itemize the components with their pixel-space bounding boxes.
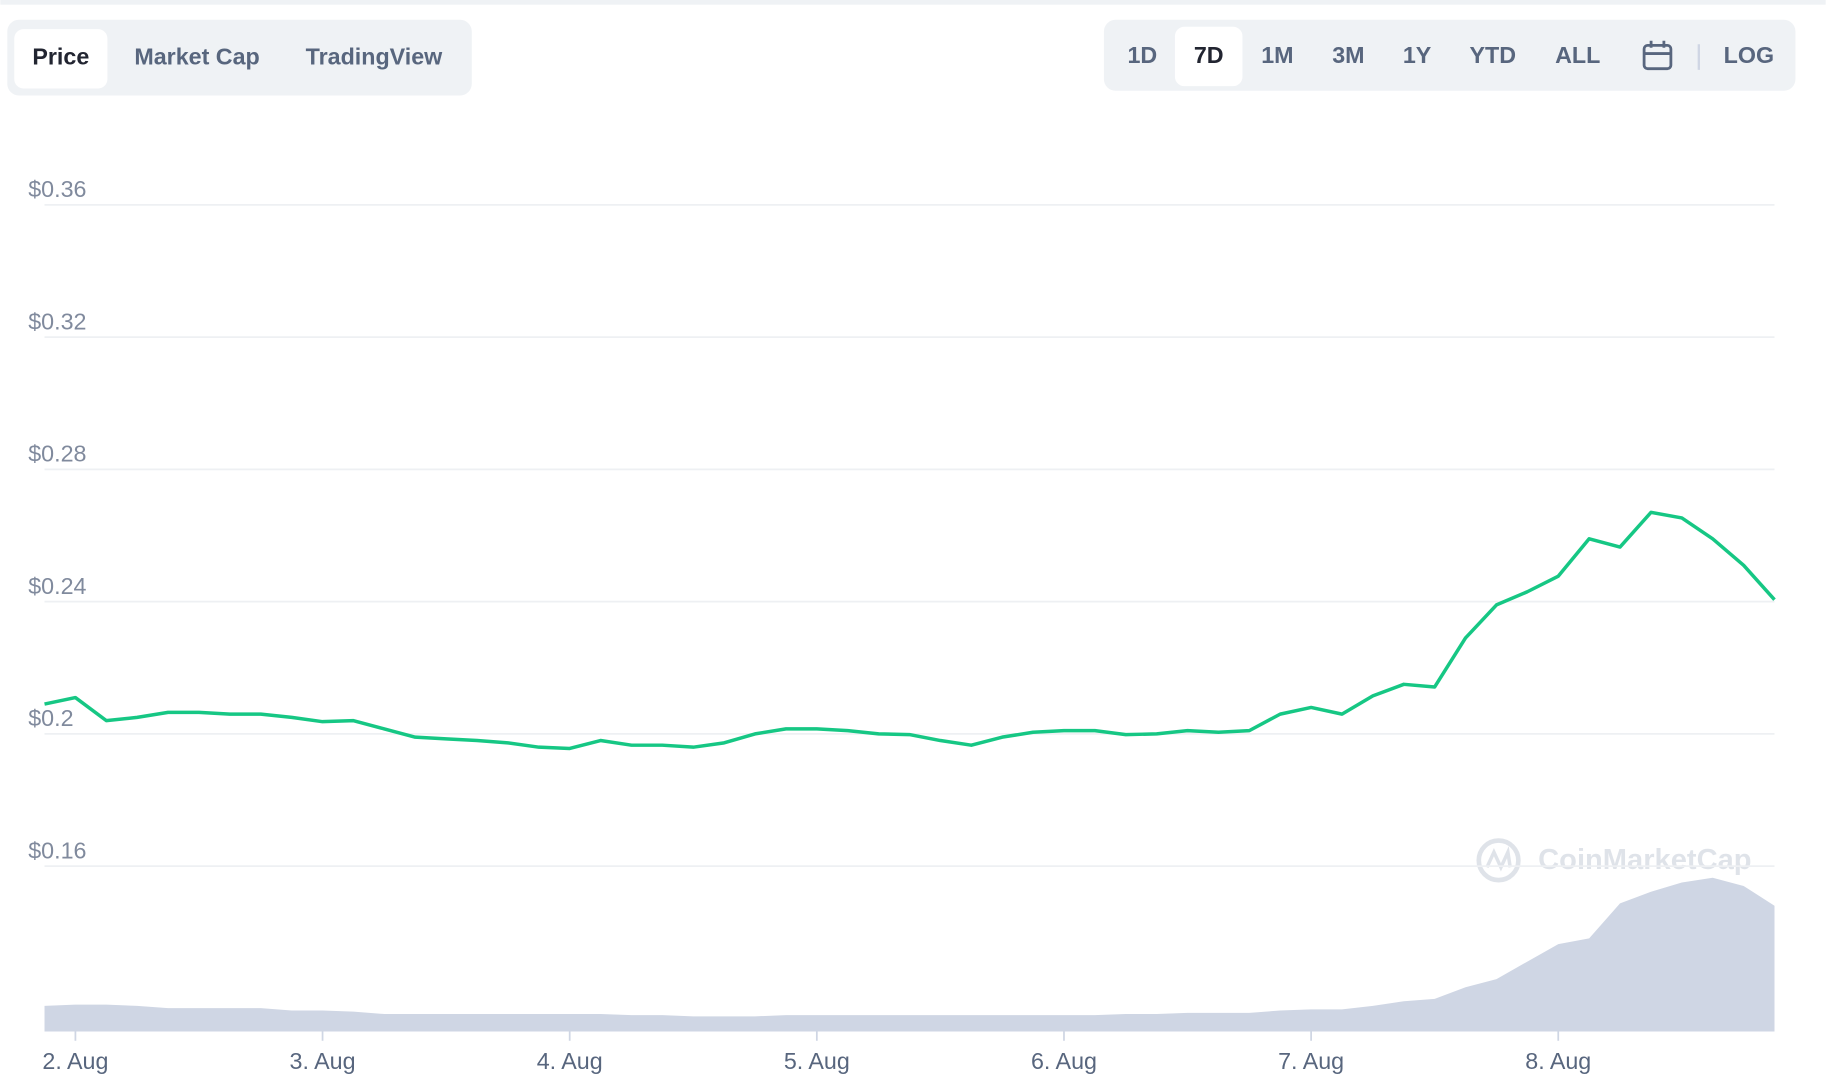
range-button[interactable]: YTD xyxy=(1469,42,1516,68)
y-tick-label: $0.36 xyxy=(28,176,86,202)
volume-area xyxy=(44,877,1775,1032)
x-tick-label: 5. Aug xyxy=(784,1048,850,1074)
range-button[interactable]: ALL xyxy=(1555,42,1600,68)
range-button[interactable]: 1M xyxy=(1261,42,1293,68)
y-tick-label: $0.28 xyxy=(28,441,86,467)
range-button[interactable]: 7D xyxy=(1194,42,1224,68)
tab-active-bg xyxy=(14,29,108,89)
x-tick-label: 4. Aug xyxy=(537,1048,603,1074)
watermark-text: CoinMarketCap xyxy=(1538,844,1751,876)
y-tick-label: $0.16 xyxy=(28,837,86,863)
y-tick-label: $0.32 xyxy=(28,308,86,334)
x-tick-label: 3. Aug xyxy=(290,1048,356,1074)
x-tick-label: 2. Aug xyxy=(42,1048,108,1074)
log-button[interactable]: LOG xyxy=(1724,42,1774,68)
y-tick-label: $0.24 xyxy=(28,573,86,599)
range-active-bg xyxy=(1174,26,1243,87)
tab[interactable]: Market Cap xyxy=(134,43,259,69)
calendar-icon[interactable] xyxy=(1642,40,1673,71)
watermark: CoinMarketCap xyxy=(1476,838,1752,883)
tab[interactable]: Price xyxy=(32,43,89,69)
range-button[interactable]: 1Y xyxy=(1403,42,1432,68)
tab-group xyxy=(7,19,472,96)
price-line xyxy=(44,510,1776,751)
tab[interactable]: TradingView xyxy=(306,43,444,69)
y-tick-label: $0.2 xyxy=(28,705,73,731)
range-button[interactable]: 1D xyxy=(1127,42,1157,68)
top-border xyxy=(0,0,1826,5)
x-tick-label: 7. Aug xyxy=(1278,1048,1344,1074)
x-tick-label: 6. Aug xyxy=(1031,1048,1097,1074)
x-tick-label: 8. Aug xyxy=(1525,1048,1591,1074)
range-button[interactable]: 3M xyxy=(1332,42,1364,68)
range-group xyxy=(1103,19,1796,91)
